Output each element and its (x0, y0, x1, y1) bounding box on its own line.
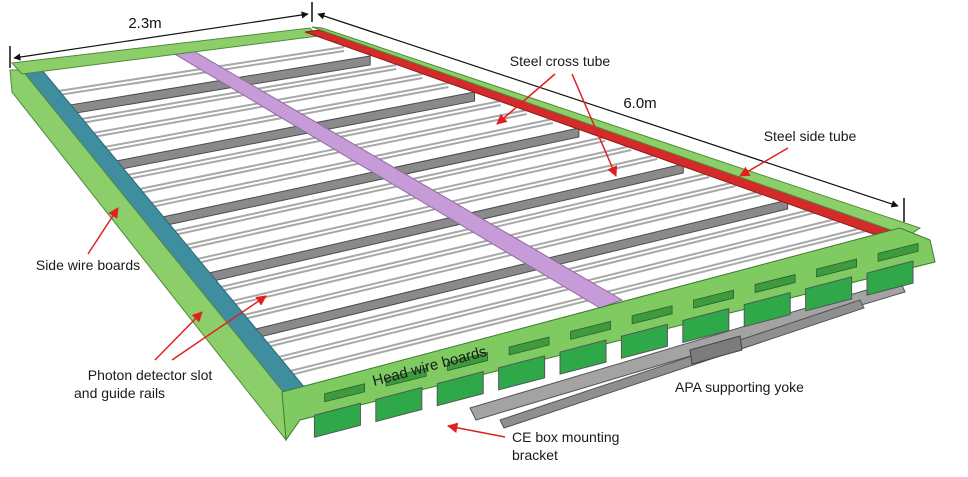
label-photon-line2: and guide rails (74, 385, 165, 401)
red-arrow-icon (171, 295, 267, 361)
guide-rail (255, 208, 814, 347)
ce-box-bracket (436, 371, 484, 407)
callout-side-wire-boards: Side wire boards (36, 207, 140, 273)
ce-box-bracket (559, 339, 607, 375)
head-wire-board-slot (693, 289, 734, 309)
label-side-wire-boards: Side wire boards (36, 257, 140, 273)
label-steel-cross-tube: Steel cross tube (510, 53, 611, 69)
guide-rail (232, 190, 762, 319)
ce-box-bracket (866, 260, 914, 296)
head-wire-board-slot (877, 242, 919, 262)
dimension-width: 2.3m (9, 2, 313, 68)
head-wire-board-slots (324, 242, 919, 403)
length-label: 6.0m (623, 95, 656, 112)
callout-photon-detector: Photon detector slot and guide rails (74, 295, 267, 401)
width-label: 2.3m (128, 15, 161, 32)
head-wire-board-slot (508, 336, 550, 356)
head-wire-board-slot (754, 274, 796, 294)
ce-box-bracket (743, 292, 791, 328)
label-photon-line1: Photon detector slot (88, 367, 213, 383)
guide-rail (232, 194, 762, 323)
label-apa-supporting-yoke: APA supporting yoke (675, 379, 804, 395)
callout-steel-side-tube: Steel side tube (739, 128, 857, 177)
head-wire-board-slot (385, 367, 427, 387)
head-wire-board-slot (570, 320, 611, 340)
head-wire-board-slot (631, 305, 673, 325)
head-wire-board-slot (816, 258, 857, 278)
red-arrow-icon (571, 73, 618, 177)
label-ce-box-line2: bracket (512, 447, 558, 463)
red-arrow-icon (739, 147, 789, 177)
ce-box-bracket (498, 355, 546, 391)
guide-rail (255, 212, 814, 351)
callout-ce-box: CE box mounting bracket (446, 422, 619, 463)
red-arrow-icon (446, 422, 506, 438)
head-wire-board-slot (447, 352, 489, 372)
red-arrow-icon (87, 207, 119, 255)
ce-box-brackets (313, 260, 914, 438)
red-arrow-icon (154, 311, 203, 361)
label-ce-box-line1: CE box mounting (512, 429, 619, 445)
ce-box-bracket (375, 386, 423, 423)
callout-apa-yoke: APA supporting yoke (675, 379, 804, 395)
label-steel-side-tube: Steel side tube (764, 128, 857, 144)
ce-box-bracket (805, 276, 853, 312)
guide-rail (267, 221, 841, 365)
callout-steel-cross-tube: Steel cross tube (496, 53, 618, 177)
guide-rail (278, 226, 867, 375)
ce-box-bracket (313, 402, 361, 438)
red-arrow-icon (496, 73, 556, 125)
guide-rail (278, 230, 867, 379)
ce-box-bracket (682, 307, 730, 344)
head-wire-board-slot (324, 383, 366, 403)
ce-box-bracket (620, 323, 668, 359)
dimension-length: 6.0m (317, 12, 905, 222)
guide-rail (267, 217, 841, 361)
